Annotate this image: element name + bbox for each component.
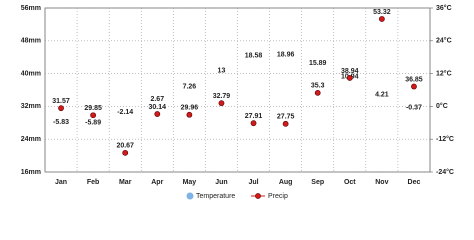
- y-tick-label: 48mm: [21, 38, 41, 45]
- precip-dot: [186, 111, 193, 118]
- precip-label: 29.96: [181, 105, 199, 112]
- x-tick-label: Nov: [375, 179, 388, 186]
- precip-label: 35.3: [311, 83, 325, 90]
- precip-dot: [58, 105, 64, 112]
- y-tick-label: 24mm: [21, 136, 41, 143]
- legend-label: Temperature: [196, 193, 235, 200]
- temperature-label: -5.89: [85, 119, 101, 126]
- precip-label: 29.85: [84, 105, 102, 112]
- x-tick-label: Mar: [119, 179, 132, 186]
- precip-dot: [346, 75, 353, 81]
- legend-marker-precip: [255, 193, 261, 199]
- temperature-label: 4.21: [375, 92, 389, 99]
- precip-dot: [378, 16, 385, 22]
- x-tick-label: May: [183, 179, 197, 186]
- precip-label: 30.14: [149, 104, 167, 111]
- temperature-label: 7.26: [183, 83, 197, 90]
- x-tick-label: Dec: [408, 179, 421, 186]
- precip-dot: [90, 112, 97, 119]
- precip-label: 27.75: [277, 114, 295, 121]
- temperature-label: -0.37: [406, 104, 422, 111]
- precip-dot: [122, 149, 129, 156]
- y2-tick-label: 36°C: [436, 4, 452, 12]
- x-tick-label: Sep: [311, 179, 324, 186]
- x-tick-label: Jun: [215, 179, 227, 186]
- precip-dot: [154, 111, 161, 117]
- precip-label: 31.57: [52, 98, 70, 105]
- temperature-label: 18.58: [245, 52, 263, 59]
- x-tick-label: Oct: [344, 179, 356, 186]
- precip-label: 38.94: [341, 68, 359, 75]
- x-tick-label: Jan: [55, 179, 67, 186]
- temperature-label: 18.96: [277, 51, 295, 58]
- precip-label: 32.79: [213, 93, 231, 100]
- legend-marker-temperature: [186, 192, 194, 200]
- precip-label: 36.85: [405, 76, 423, 83]
- y2-tick-label: 24°C: [436, 37, 452, 45]
- y-tick-label: 40mm: [21, 70, 41, 77]
- y-tick-label: 32mm: [21, 103, 41, 110]
- precip-dot: [218, 100, 225, 107]
- temperature-label: -2.14: [117, 109, 133, 116]
- y2-tick-label: 12°C: [436, 69, 452, 77]
- x-tick-label: Aug: [279, 179, 293, 186]
- temperature-label: 2.67: [150, 96, 164, 103]
- precip-dot: [250, 120, 257, 127]
- y2-tick-label: 0°C: [436, 102, 448, 110]
- chart: 16mm 24mm 32mm 40mm 48mm 56mm -24°C -12°C 0°C 12°…: [21, 4, 454, 200]
- legend-label: Precip: [268, 193, 288, 200]
- y2-tick-label: -12°C: [436, 135, 454, 143]
- x-tick-label: Feb: [87, 179, 99, 186]
- precip-label: 27.91: [245, 113, 263, 120]
- x-tick-label: Apr: [151, 179, 163, 186]
- temperature-label: -5.83: [53, 119, 69, 126]
- y-tick-label: 16mm: [21, 169, 41, 176]
- y-tick-label: 56mm: [21, 5, 41, 12]
- precip-dot: [314, 89, 321, 96]
- temperature-label: 13: [218, 68, 226, 75]
- precip-label: 20.67: [116, 143, 134, 150]
- temperature-label: 15.89: [309, 60, 327, 67]
- precip-dot: [411, 83, 417, 90]
- x-tick-label: Jul: [248, 179, 258, 186]
- precip-label: 53.32: [373, 9, 391, 16]
- y2-tick-label: -24°C: [436, 168, 454, 176]
- precip-dot: [282, 120, 289, 127]
